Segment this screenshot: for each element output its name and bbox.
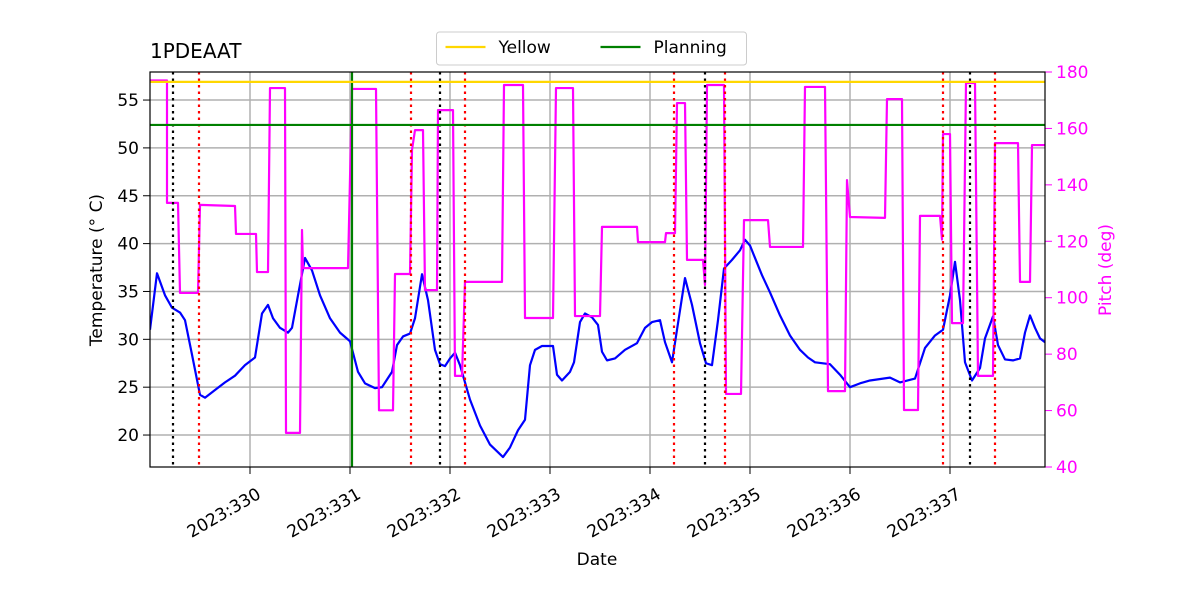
x-axis-label: Date <box>577 550 618 570</box>
legend: Yellow Planning <box>436 31 747 66</box>
plot-frame <box>149 71 1046 468</box>
y2-tick-label: 60 <box>1056 402 1078 422</box>
y-tick-label: 35 <box>117 282 139 302</box>
x-tick-label: 2023:337 <box>884 484 965 542</box>
legend-label: Yellow <box>498 38 551 58</box>
plot-area <box>150 72 1045 467</box>
y2-tick-label: 140 <box>1056 176 1088 196</box>
series-line <box>150 79 1045 434</box>
y-tick-label: 20 <box>117 426 139 446</box>
x-tick-label: 2023:331 <box>284 484 365 542</box>
y2-tick-label: 100 <box>1056 289 1088 309</box>
x-tick-label: 2023:334 <box>584 484 665 542</box>
series-line <box>150 238 1045 459</box>
x-tick-label: 2023:336 <box>784 484 865 542</box>
y2-tick-label: 180 <box>1056 63 1088 83</box>
x-tick-label: 2023:335 <box>684 484 765 542</box>
legend-label: Planning <box>654 38 727 58</box>
x-tick-label: 2023:330 <box>184 484 265 542</box>
chart-title: 1PDEAAT <box>150 39 242 63</box>
y-axis-label: Temperature (° C) <box>87 194 107 347</box>
y-tick-label: 25 <box>117 378 139 398</box>
y2-tick-label: 160 <box>1056 119 1088 139</box>
y2-tick-label: 40 <box>1056 458 1078 478</box>
y-tick-label: 55 <box>117 91 139 111</box>
y2-tick-label: 120 <box>1056 232 1088 252</box>
legend-box <box>436 31 747 66</box>
y2-axis-label: Pitch (deg) <box>1096 224 1116 316</box>
x-tick-label: 2023:333 <box>484 484 565 542</box>
y-tick-label: 45 <box>117 187 139 207</box>
x-tick-label: 2023:332 <box>384 484 465 542</box>
y2-tick-label: 80 <box>1056 345 1078 365</box>
y-tick-label: 30 <box>117 330 139 350</box>
y-tick-label: 40 <box>117 235 139 255</box>
y-tick-label: 50 <box>117 139 139 159</box>
